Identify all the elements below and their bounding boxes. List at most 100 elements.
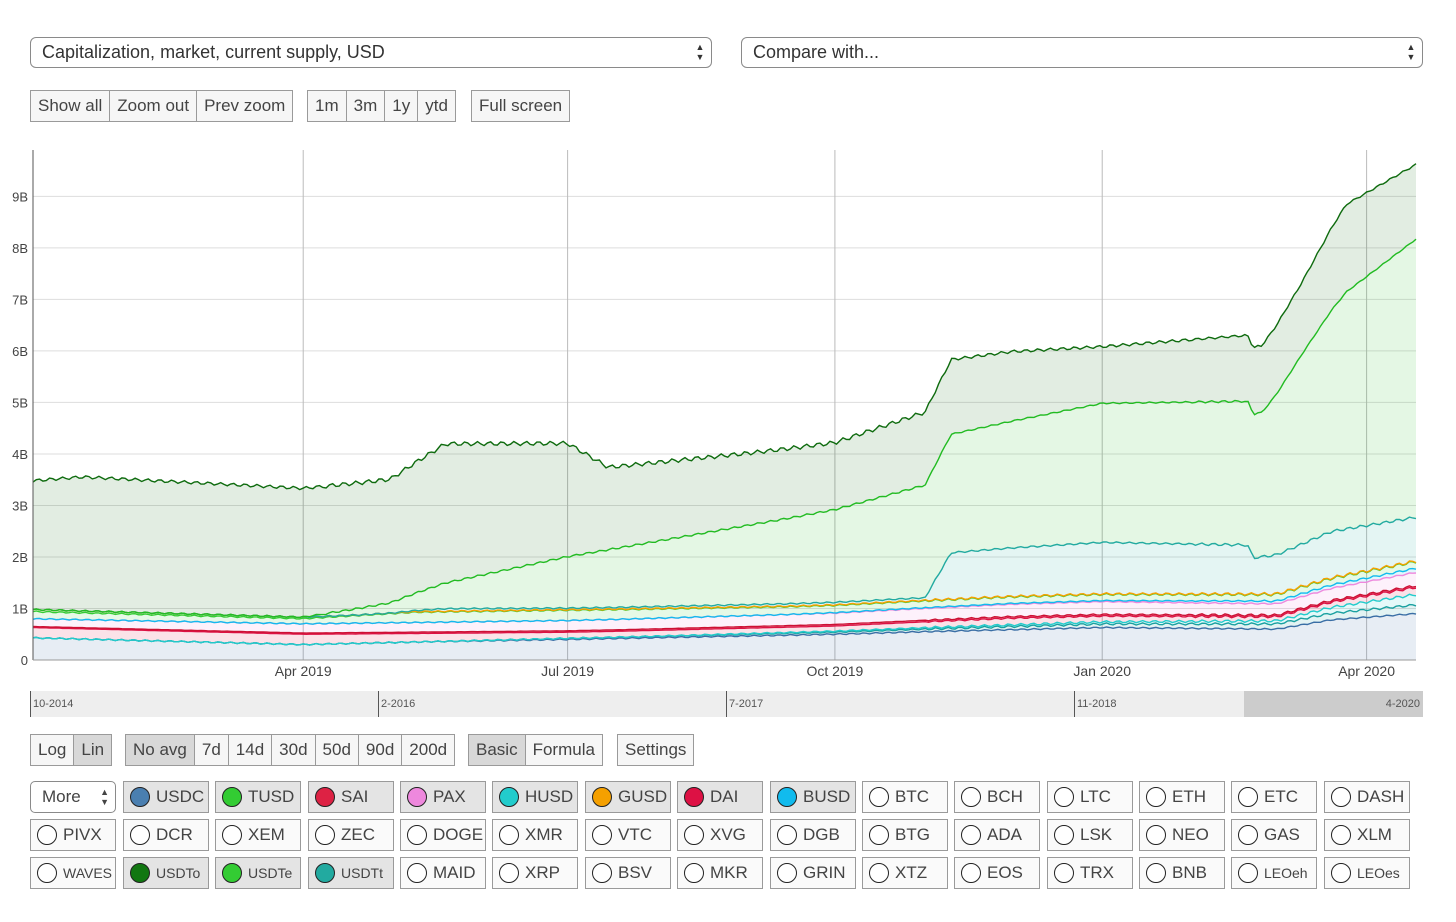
coin-toggle-label: MAID xyxy=(433,863,476,882)
navigator-selection[interactable] xyxy=(1244,691,1423,717)
coin-toggle-husd[interactable]: HUSD xyxy=(492,781,578,813)
coin-toggle-waves[interactable]: WAVES xyxy=(30,857,116,889)
coin-toggle-xlm[interactable]: XLM xyxy=(1324,819,1410,851)
coin-toggle-bnb[interactable]: BNB xyxy=(1139,857,1225,889)
range-ytd-button[interactable]: ytd xyxy=(417,90,456,122)
navigator-tick xyxy=(378,691,379,717)
coin-toggle-bch[interactable]: BCH xyxy=(954,781,1040,813)
coin-toggle-tusd[interactable]: TUSD xyxy=(215,781,301,813)
x-tick-label: Apr 2019 xyxy=(275,663,332,679)
coin-toggle-label: HUSD xyxy=(525,787,574,806)
market-cap-chart[interactable]: 0 1B 2B 3B 4B 5B 6B 7B 8B 9B Apr 2019 Jul 2019 Oct 2… xyxy=(0,140,1456,686)
coin-toggle-gusd[interactable]: GUSD xyxy=(585,781,671,813)
zoom-out-button[interactable]: Zoom out xyxy=(109,90,198,122)
coin-toggle-pivx[interactable]: PIVX xyxy=(30,819,116,851)
avg-50d-button[interactable]: 50d xyxy=(314,734,359,766)
show-all-button[interactable]: Show all xyxy=(30,90,111,122)
basic-mode-button[interactable]: Basic xyxy=(468,734,526,766)
avg-90d-button[interactable]: 90d xyxy=(357,734,403,766)
coin-toggle-dcr[interactable]: DCR xyxy=(123,819,209,851)
no-avg-button[interactable]: No avg xyxy=(125,734,195,766)
zoom-button-group: Show all Zoom out Prev zoom xyxy=(30,90,294,122)
coin-toggle-vtc[interactable]: VTC xyxy=(585,819,671,851)
formula-mode-button[interactable]: Formula xyxy=(524,734,603,766)
coin-toggle-doge[interactable]: DOGE xyxy=(400,819,486,851)
coin-toggle-ada[interactable]: ADA xyxy=(954,819,1040,851)
coin-toggle-usdc[interactable]: USDC xyxy=(123,781,209,813)
coin-toggle-usdtt[interactable]: USDTt xyxy=(308,857,394,889)
coin-toggle-xvg[interactable]: XVG xyxy=(677,819,763,851)
coin-toggle-mkr[interactable]: MKR xyxy=(677,857,763,889)
coin-toggle-label: VTC xyxy=(618,825,652,844)
coin-toggle-pax[interactable]: PAX xyxy=(400,781,486,813)
range-3m-button[interactable]: 3m xyxy=(345,90,386,122)
coin-toggle-leoes[interactable]: LEOes xyxy=(1324,857,1410,889)
x-tick-label: Oct 2019 xyxy=(806,663,863,679)
coin-toggle-label: USDTe xyxy=(248,865,293,881)
radio-dot-icon xyxy=(222,825,242,845)
coin-toggle-maid[interactable]: MAID xyxy=(400,857,486,889)
coin-toggle-ltc[interactable]: LTC xyxy=(1047,781,1133,813)
y-tick-label: 2B xyxy=(12,550,28,565)
coin-toggle-neo[interactable]: NEO xyxy=(1139,819,1225,851)
coin-toggle-leoeh[interactable]: LEOeh xyxy=(1231,857,1317,889)
coin-toggle-label: DASH xyxy=(1357,787,1405,806)
metric-select[interactable]: Capitalization, market, current supply, … xyxy=(30,37,712,68)
coin-toggle-dash[interactable]: DASH xyxy=(1324,781,1410,813)
avg-30d-button[interactable]: 30d xyxy=(271,734,316,766)
coin-toggle-usdte[interactable]: USDTe xyxy=(215,857,301,889)
coin-toggle-dai[interactable]: DAI xyxy=(677,781,763,813)
radio-dot-icon xyxy=(961,825,981,845)
coin-toggle-label: DGB xyxy=(803,825,840,844)
coin-toggle-label: ETC xyxy=(1264,787,1298,806)
y-tick-label: 4B xyxy=(12,447,28,462)
coin-toggle-etc[interactable]: ETC xyxy=(1231,781,1317,813)
coin-toggle-dgb[interactable]: DGB xyxy=(770,819,856,851)
coin-toggle-label: LEOes xyxy=(1357,865,1400,881)
coin-toggle-usdto[interactable]: USDTo xyxy=(123,857,209,889)
coin-toggle-label: LTC xyxy=(1080,787,1111,806)
coin-toggle-sai[interactable]: SAI xyxy=(308,781,394,813)
avg-14d-button[interactable]: 14d xyxy=(227,734,273,766)
more-select[interactable]: More ▲ ▼ xyxy=(30,781,116,813)
radio-dot-icon xyxy=(315,825,335,845)
coin-toggle-gas[interactable]: GAS xyxy=(1231,819,1317,851)
coin-toggle-label: XMR xyxy=(525,825,563,844)
area-usdt-tron- xyxy=(33,604,1416,645)
chart-lines xyxy=(32,163,1417,646)
coin-toggle-btc[interactable]: BTC xyxy=(862,781,948,813)
radio-dot-icon xyxy=(130,787,150,807)
settings-button[interactable]: Settings xyxy=(617,734,695,766)
prev-zoom-button[interactable]: Prev zoom xyxy=(196,90,294,122)
radio-dot-icon xyxy=(37,825,57,845)
coin-toggle-grin[interactable]: GRIN xyxy=(770,857,856,889)
radio-dot-icon xyxy=(1238,863,1258,883)
coin-toggle-xem[interactable]: XEM xyxy=(215,819,301,851)
coin-toggle-xrp[interactable]: XRP xyxy=(492,857,578,889)
y-tick-label: 9B xyxy=(12,189,28,204)
coin-toggle-label: ETH xyxy=(1172,787,1206,806)
full-screen-button[interactable]: Full screen xyxy=(471,90,571,122)
coin-toggle-busd[interactable]: BUSD xyxy=(770,781,856,813)
radio-dot-icon xyxy=(684,863,704,883)
avg-200d-button[interactable]: 200d xyxy=(401,734,456,766)
time-navigator[interactable]: 10-2014 2-2016 7-2017 11-2018 4-2020 xyxy=(30,691,1423,717)
lin-scale-button[interactable]: Lin xyxy=(73,734,113,766)
coin-toggle-trx[interactable]: TRX xyxy=(1047,857,1133,889)
coin-toggle-label: TUSD xyxy=(248,787,295,806)
radio-dot-icon xyxy=(1331,825,1351,845)
coin-toggle-eth[interactable]: ETH xyxy=(1139,781,1225,813)
range-1y-button[interactable]: 1y xyxy=(384,90,419,122)
coin-toggle-bsv[interactable]: BSV xyxy=(585,857,671,889)
coin-toggle-eos[interactable]: EOS xyxy=(954,857,1040,889)
coin-toggle-btg[interactable]: BTG xyxy=(862,819,948,851)
compare-select[interactable]: Compare with... ▲ ▼ xyxy=(741,37,1423,68)
coin-toggle-xmr[interactable]: XMR xyxy=(492,819,578,851)
avg-7d-button[interactable]: 7d xyxy=(193,734,229,766)
range-1m-button[interactable]: 1m xyxy=(307,90,347,122)
coin-toggle-zec[interactable]: ZEC xyxy=(308,819,394,851)
coin-toggle-xtz[interactable]: XTZ xyxy=(862,857,948,889)
y-tick-label: 0 xyxy=(21,653,28,668)
log-scale-button[interactable]: Log xyxy=(30,734,75,766)
coin-toggle-lsk[interactable]: LSK xyxy=(1047,819,1133,851)
